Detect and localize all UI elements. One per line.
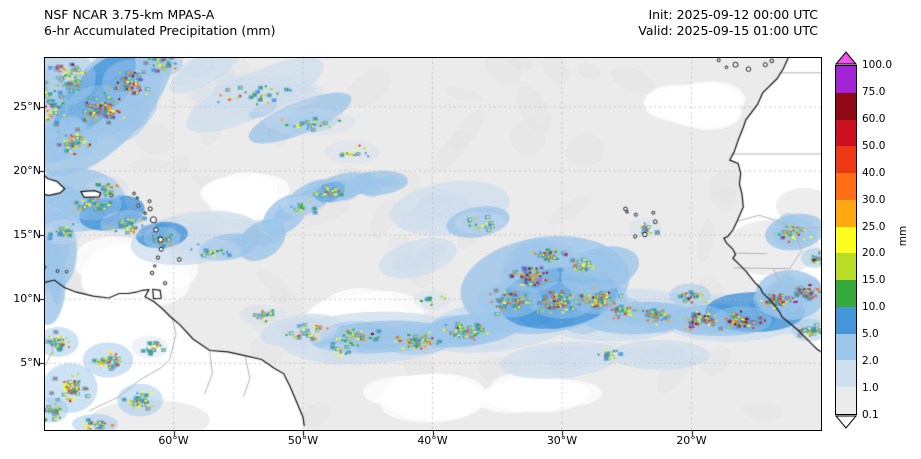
lon-tick-label: 60°W: [158, 434, 189, 447]
colorbar-arrow-top: [834, 51, 858, 65]
colorbar-tick-label: 50.0: [862, 139, 886, 152]
colorbar-tick-label: 2.0: [862, 355, 879, 368]
colorbar-segment: [836, 333, 856, 361]
colorbar-segment: [836, 306, 856, 334]
colorbar-tick-label: 60.0: [862, 112, 886, 125]
product-title: 6-hr Accumulated Precipitation (mm): [44, 23, 276, 38]
colorbar-tick-label: 75.0: [862, 85, 886, 98]
colorbar-segment: [836, 360, 856, 388]
colorbar-tick-label: 20.0: [862, 247, 886, 260]
colorbar-segment: [836, 253, 856, 281]
colorbar-segment: [836, 226, 856, 254]
colorbar-tick-label: 25.0: [862, 220, 886, 233]
init-time: Init: 2025-09-12 00:00 UTC: [648, 7, 818, 22]
colorbar-segment: [836, 119, 856, 147]
colorbar-tick-label: 10.0: [862, 301, 886, 314]
colorbar-arrow-bottom: [834, 415, 858, 429]
colorbar-segment: [836, 146, 856, 174]
colorbar-tick-label: 5.0: [862, 328, 879, 341]
colorbar-segment: [836, 173, 856, 200]
lon-tick-label: 30°W: [546, 434, 578, 447]
colorbar-tick-label: 15.0: [862, 274, 886, 287]
lon-tick-label: 20°W: [676, 434, 707, 447]
lat-tick-label: 20°N: [13, 164, 41, 178]
model-title: NSF NCAR 3.75-km MPAS-A: [44, 7, 215, 22]
colorbar: [835, 65, 857, 415]
lat-tick-label: 25°N: [13, 99, 41, 113]
colorbar-segment: [836, 387, 856, 414]
colorbar-unit-label: mm: [897, 225, 910, 247]
colorbar-segment: [836, 199, 856, 227]
colorbar-segment: [836, 92, 856, 120]
colorbar-tick-label: 30.0: [862, 193, 886, 206]
lon-tick-label: 50°W: [287, 434, 319, 447]
colorbar-tick-label: 40.0: [862, 166, 886, 179]
colorbar-tick-label: 100.0: [862, 59, 893, 71]
colorbar-tick-label: 1.0: [862, 382, 879, 395]
lat-tick-label: 15°N: [13, 228, 41, 242]
lat-tick-label: 5°N: [20, 356, 41, 370]
valid-time: Valid: 2025-09-15 01:00 UTC: [638, 23, 818, 38]
lon-tick-label: 40°W: [417, 434, 448, 447]
colorbar-tick-label: 0.1: [862, 409, 879, 421]
lat-tick-label: 10°N: [13, 292, 41, 306]
colorbar-segment: [836, 66, 856, 93]
colorbar-segment: [836, 280, 856, 307]
